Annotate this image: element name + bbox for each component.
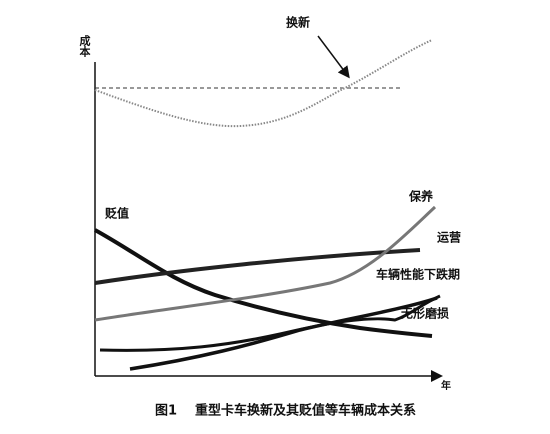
- maintenance-curve: [94, 205, 437, 322]
- depreciation-curve: [94, 228, 433, 338]
- maintenance-label: 保养: [408, 189, 433, 204]
- figure-caption: 重型卡车换新及其贬值等车辆成本关系: [195, 403, 416, 419]
- replace-label: 换新: [286, 15, 310, 30]
- y-axis-label: 成本: [78, 34, 91, 58]
- replace-arrow: [317, 35, 350, 79]
- total-cost-curve: [94, 39, 433, 128]
- performance-decline-label: 车辆性能下跌期: [376, 267, 460, 282]
- intangible-wear-label: 无形磨损: [400, 306, 449, 321]
- figure-number: 图1: [155, 404, 177, 419]
- operation-label: 运营: [437, 230, 461, 245]
- operation-curve: [94, 248, 421, 285]
- x-axis-label: 年: [441, 379, 451, 392]
- intangible-wear-curve: [99, 294, 441, 352]
- depreciation-label: 贬值: [105, 206, 129, 221]
